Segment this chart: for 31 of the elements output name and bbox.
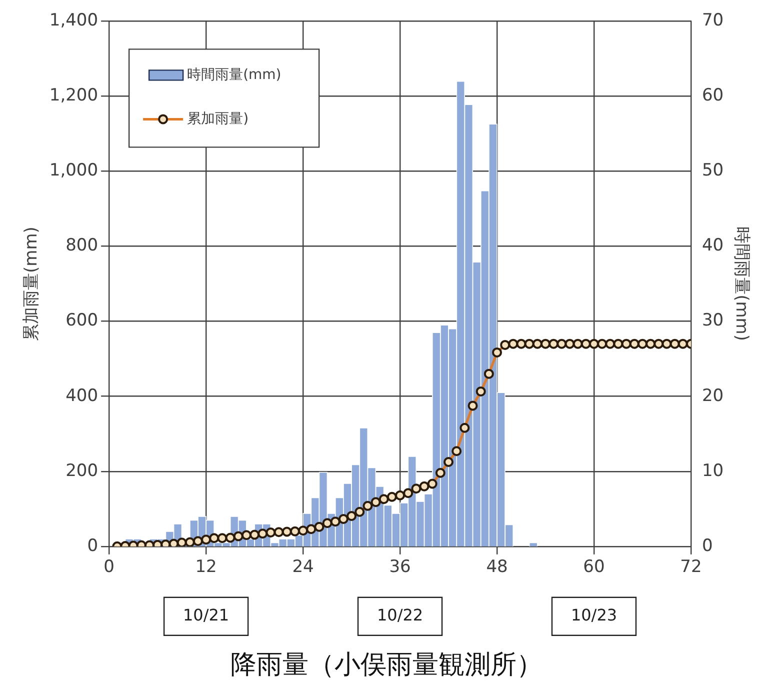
- legend-label: 累加雨量): [187, 110, 249, 127]
- y-tick-label: 1,200: [49, 86, 98, 106]
- x-tick-label: 24: [292, 557, 314, 578]
- y2-tick-label: 10: [702, 460, 724, 481]
- x-tick-label: 36: [389, 557, 411, 578]
- x-tick-label: 0: [104, 557, 114, 578]
- legend-label: 時間雨量(mm): [187, 66, 282, 83]
- y2-tick-label: 60: [702, 86, 724, 106]
- y2-tick-label: 20: [702, 386, 724, 406]
- x-tick-label: 60: [583, 557, 605, 578]
- y2-axis-title: 時間雨量(mm): [731, 226, 752, 341]
- y-tick-label: 800: [66, 236, 98, 256]
- x-tick-label: 12: [195, 557, 217, 578]
- y2-tick-label: 50: [702, 160, 724, 181]
- text: 10/23: [570, 606, 618, 625]
- y-tick-label: 1,000: [49, 160, 98, 181]
- y-tick-label: 400: [66, 386, 98, 406]
- y-tick-label: 1,400: [49, 10, 98, 31]
- y2-tick-label: 30: [702, 310, 724, 331]
- y2-tick-label: 70: [702, 10, 724, 31]
- x-tick-label: 48: [486, 557, 508, 578]
- y-tick-label: 600: [66, 310, 98, 331]
- y-tick-label: 0: [87, 536, 98, 556]
- x-tick-label: 72: [680, 557, 702, 578]
- y2-tick-label: 0: [702, 536, 713, 556]
- y-tick-label: 200: [66, 460, 98, 481]
- y-axis-title: 累加雨量(mm): [22, 226, 42, 341]
- text: 降雨量（小俣雨量観測所）: [230, 650, 542, 680]
- y2-tick-label: 40: [702, 236, 724, 256]
- text: 10/22: [376, 606, 424, 625]
- text: 10/21: [182, 606, 230, 625]
